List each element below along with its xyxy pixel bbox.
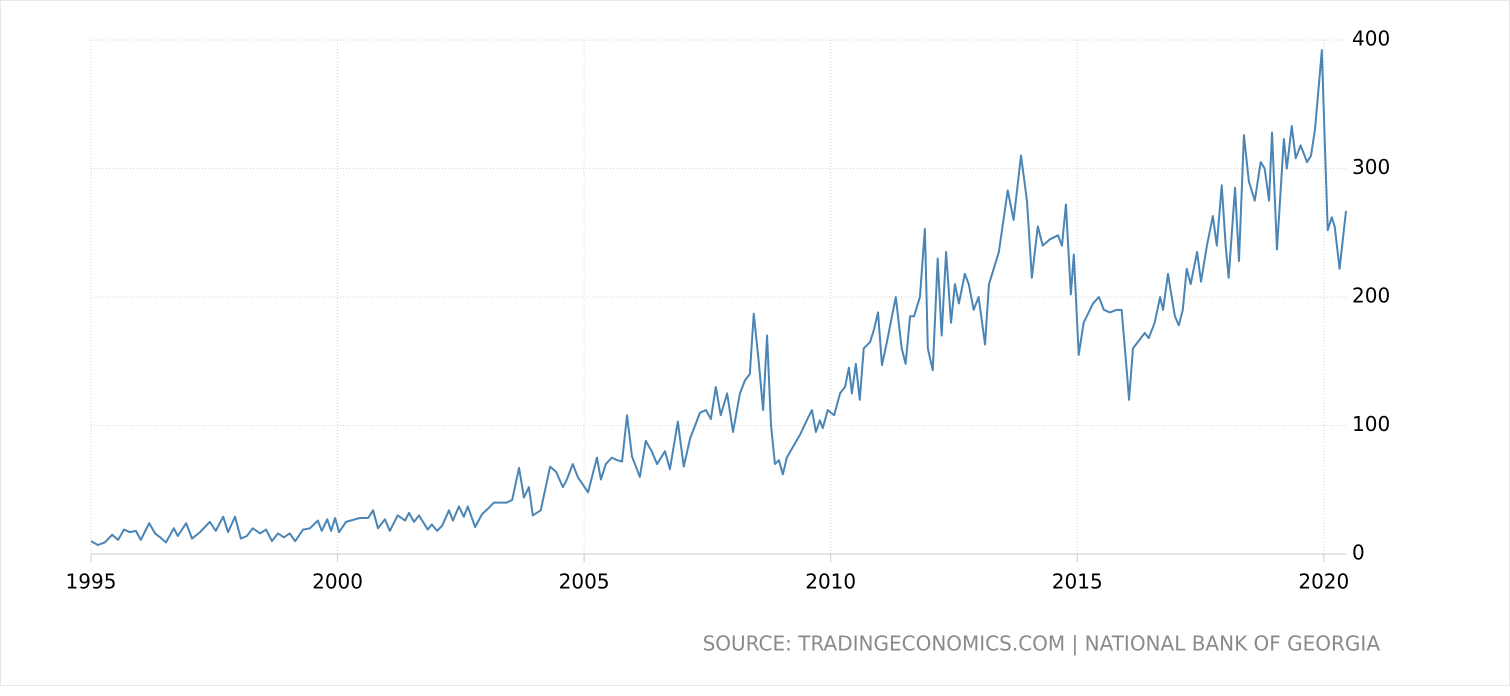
x-tick-label: 2015 bbox=[1052, 570, 1103, 594]
line-series bbox=[90, 49, 1347, 546]
x-tick-label: 2005 bbox=[559, 570, 610, 594]
source-note: SOURCE: TRADINGECONOMICS.COM | NATIONAL … bbox=[703, 632, 1381, 656]
x-tick-label: 2000 bbox=[312, 570, 363, 594]
x-tick-label: 2010 bbox=[805, 570, 856, 594]
y-tick-label: 200 bbox=[1352, 284, 1390, 308]
y-tick-label: 300 bbox=[1352, 155, 1390, 179]
x-tick-label: 1995 bbox=[66, 570, 117, 594]
x-tick-label: 2020 bbox=[1298, 570, 1349, 594]
y-tick-label: 100 bbox=[1352, 412, 1390, 436]
y-tick-label: 400 bbox=[1352, 27, 1390, 51]
y-tick-label: 0 bbox=[1352, 541, 1365, 565]
